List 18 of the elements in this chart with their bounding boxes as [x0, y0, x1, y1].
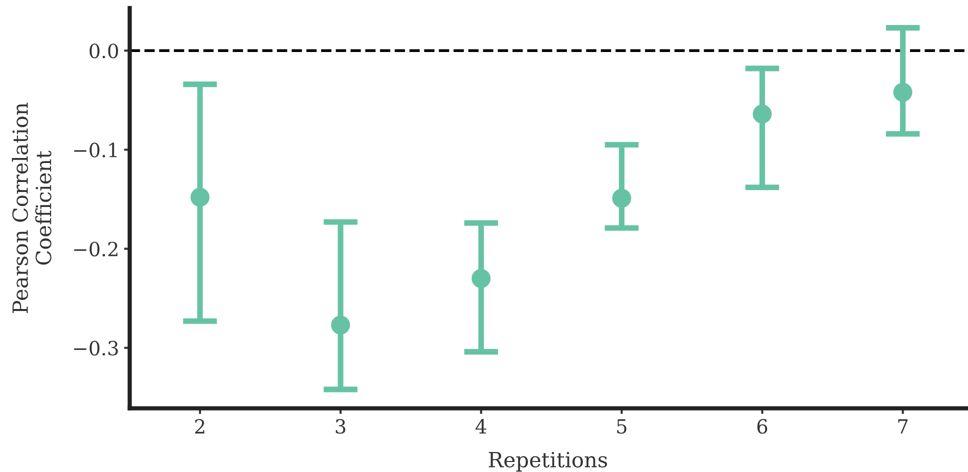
- x-tick-label: 3: [336, 419, 346, 434]
- y-tick-label: 0.0: [90, 44, 118, 58]
- x-tick-label: 7: [898, 419, 908, 434]
- x-tick-label: 2: [195, 419, 204, 434]
- y-axis-title: Pearson Correlation Coefficient: [12, 102, 52, 313]
- x-axis-title: Repetitions: [488, 452, 608, 472]
- y-tick-label: −0.1: [74, 142, 117, 158]
- point: [190, 188, 210, 207]
- x-tick-label: 5: [617, 419, 626, 434]
- x-tick-label: 4: [476, 419, 486, 434]
- point: [472, 269, 491, 288]
- point: [331, 316, 350, 335]
- point: [893, 82, 912, 102]
- y-tick-label: −0.2: [74, 242, 118, 256]
- point: [752, 104, 772, 124]
- x-tick-label: 6: [757, 419, 768, 434]
- y-tick-label: −0.3: [74, 340, 118, 356]
- point: [612, 188, 632, 208]
